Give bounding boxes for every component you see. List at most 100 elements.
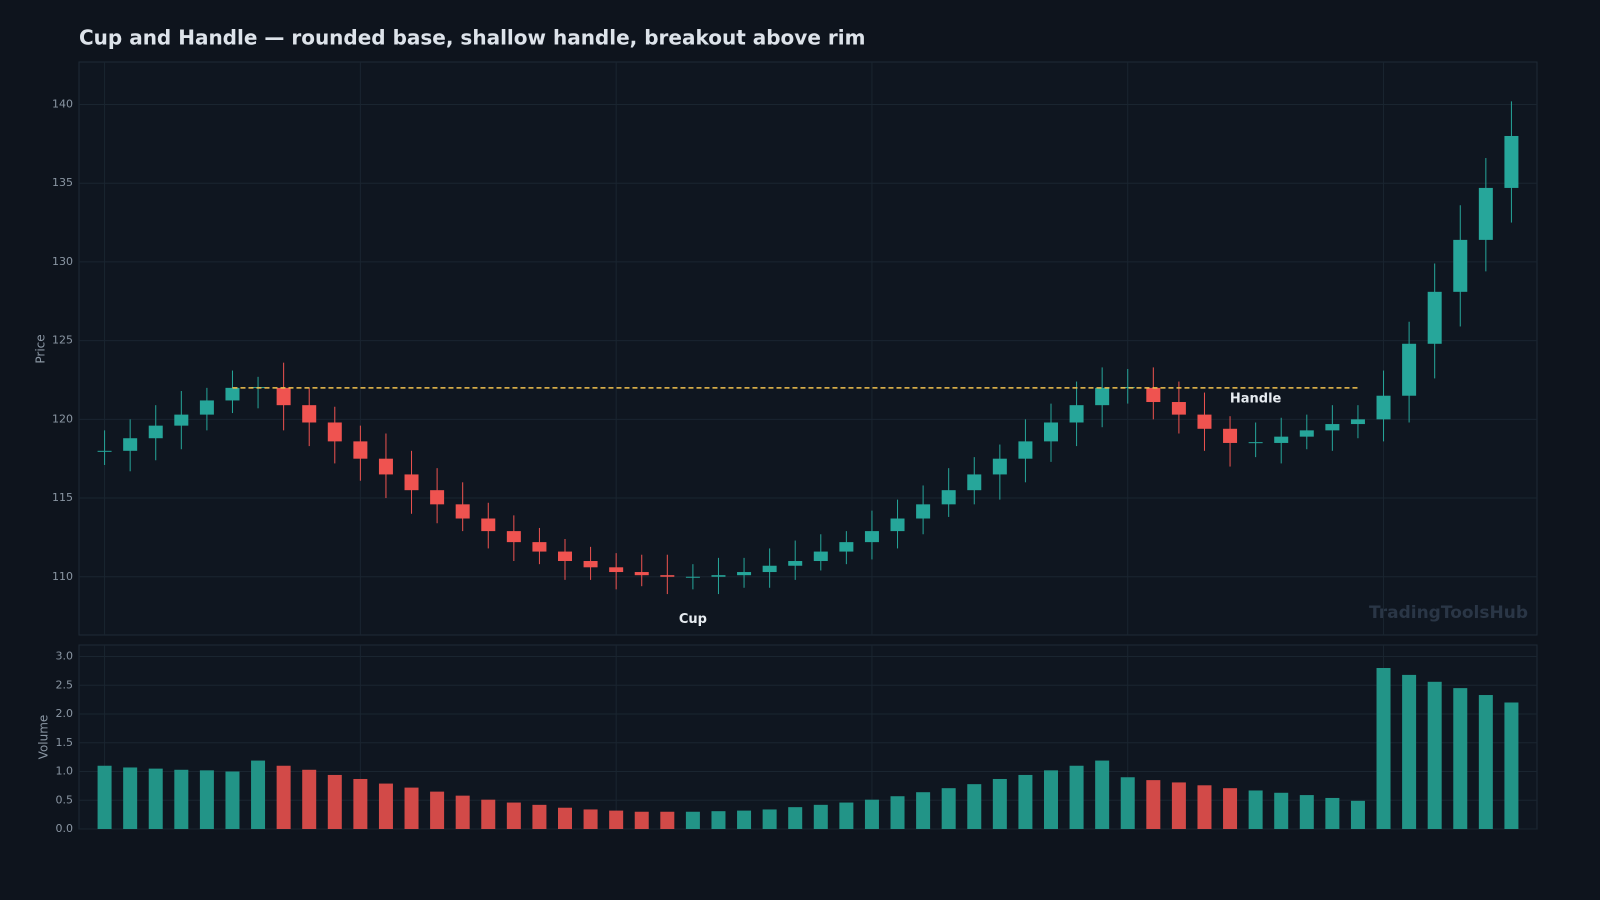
y-tick-label: 2.0 [56, 707, 74, 720]
volume-bar [1453, 688, 1468, 829]
volume-bar [327, 774, 342, 829]
volume-bar [941, 788, 956, 829]
candle-body [1350, 419, 1365, 425]
volume-bar [839, 802, 854, 829]
candle-body [1018, 441, 1033, 459]
volume-bar [890, 796, 905, 829]
volume-bar [1171, 782, 1186, 829]
volume-bar [404, 787, 419, 829]
volume-bar [1350, 800, 1365, 829]
candle-body [660, 575, 675, 577]
volume-bar [609, 810, 624, 829]
candle-body [685, 576, 700, 578]
volume-bar [225, 771, 240, 829]
volume-bar [1248, 790, 1263, 829]
y-tick-label: 0.0 [56, 822, 74, 835]
volume-bar [302, 769, 317, 829]
candle-body [302, 405, 317, 423]
candle-body [992, 458, 1007, 475]
volume-bar [583, 809, 598, 829]
candle-body [455, 504, 470, 519]
y-tick-label: 125 [52, 334, 73, 347]
candle-body [737, 572, 752, 576]
candle-body [481, 518, 496, 532]
chart-title: Cup and Handle — rounded base, shallow h… [79, 26, 865, 50]
candle-body [634, 572, 649, 576]
candle-body [788, 561, 803, 566]
volume-bar [1504, 702, 1519, 829]
volume-bar [1427, 681, 1442, 829]
y-tick-label: 115 [52, 491, 73, 504]
candle-body [199, 400, 214, 415]
y-tick-label: 140 [52, 98, 73, 111]
volume-bar [353, 778, 368, 829]
volume-bar [1299, 795, 1314, 829]
price-panel [78, 61, 1538, 636]
y-tick-label: 120 [52, 412, 73, 425]
volume-bar [506, 802, 521, 829]
volume-bar [1069, 765, 1084, 829]
volume-bar [481, 799, 496, 829]
candle-body [1427, 291, 1442, 344]
volume-bar [123, 767, 138, 829]
y-tick-label: 110 [52, 570, 73, 583]
candle-body [123, 438, 138, 451]
candle-body [1197, 414, 1212, 429]
volume-bar [1120, 777, 1135, 829]
candle-body [1069, 405, 1084, 423]
candle-body [506, 531, 521, 543]
candle-body [532, 542, 547, 552]
volume-bar [711, 811, 726, 829]
volume-bar [558, 807, 572, 829]
annotation: Cup [679, 612, 707, 627]
candle-body [225, 387, 240, 401]
candle-body [583, 561, 598, 568]
volume-bar [864, 799, 879, 829]
volume-bar [174, 769, 189, 829]
volume-bar [737, 810, 752, 829]
candle-body [1325, 424, 1340, 431]
candle-body [1274, 436, 1289, 443]
candle-body [97, 450, 112, 452]
volume-bar [1402, 674, 1417, 829]
candle-body [378, 458, 393, 475]
volume-bar [276, 765, 291, 829]
volume-bar [788, 807, 803, 829]
candle-body [1146, 387, 1161, 403]
candle-body [353, 441, 368, 459]
candle-body [1402, 343, 1417, 396]
volume-bar [1223, 788, 1238, 829]
candle-body [148, 425, 163, 439]
volume-bar [1146, 780, 1161, 829]
candle-body [327, 422, 342, 442]
candle-body [1248, 442, 1263, 444]
candle-body [1095, 387, 1110, 406]
volume-bar [685, 811, 700, 829]
candle-body [1504, 135, 1519, 188]
candle-body [276, 387, 291, 406]
candle-body [711, 575, 726, 577]
annotation: Handle [1230, 391, 1282, 406]
candle-body [1299, 430, 1314, 437]
y-axis-label: Price [34, 334, 48, 363]
candle-body [916, 504, 931, 519]
y-axis-label: Volume [37, 715, 51, 760]
candle-body [1223, 428, 1238, 443]
volume-bar [762, 809, 777, 829]
watermark: TradingToolsHub [1369, 603, 1528, 623]
candle-body [609, 567, 624, 573]
y-tick-label: 0.5 [56, 793, 74, 806]
volume-panel [78, 644, 1538, 830]
candle-body [1453, 239, 1468, 292]
volume-bar [251, 760, 266, 829]
volume-bar [813, 804, 828, 829]
candle-body [174, 414, 189, 426]
candle-body [404, 474, 419, 491]
volume-bar [967, 784, 982, 829]
candle-body [1376, 395, 1391, 420]
volume-bar [1197, 785, 1212, 829]
candle-body [762, 565, 777, 573]
volume-bar [199, 770, 214, 829]
candle-body [430, 490, 445, 505]
